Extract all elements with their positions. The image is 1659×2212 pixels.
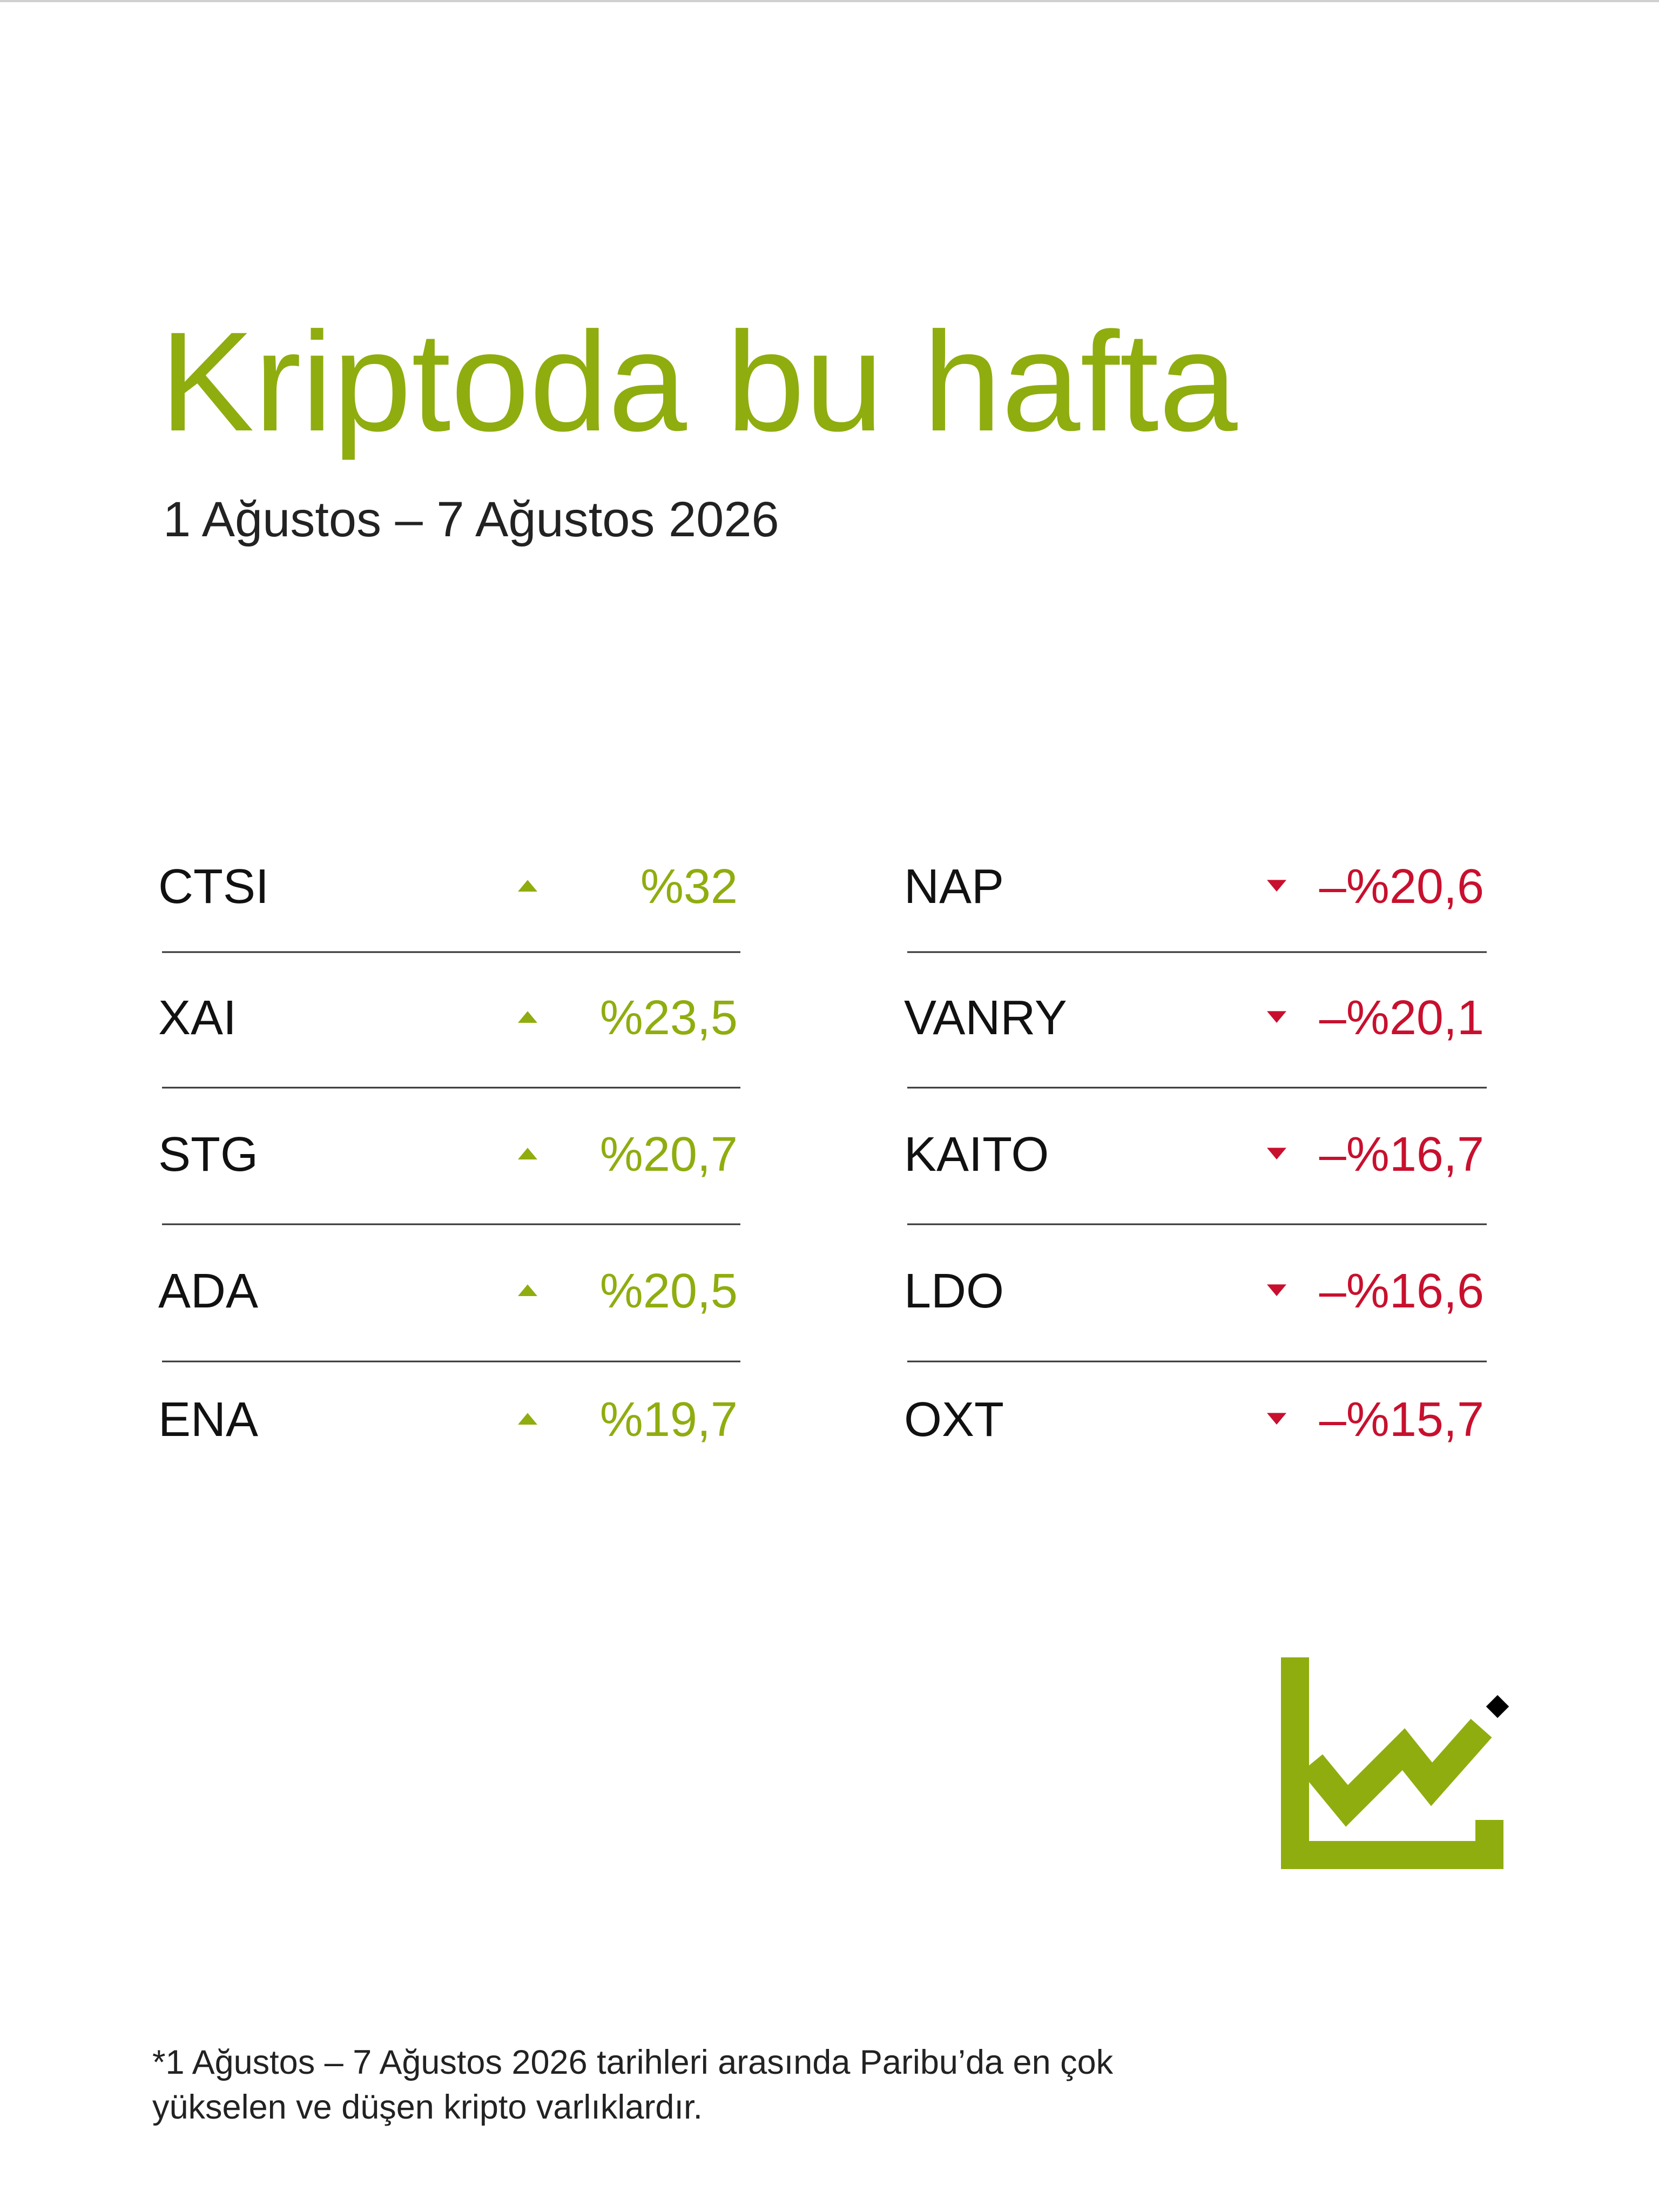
change-value: %19,7 <box>600 1393 738 1447</box>
change-value: %32 <box>640 860 738 914</box>
down-arrow <box>1267 880 1286 892</box>
asset-name: XAI <box>158 991 237 1045</box>
up-arrow <box>518 880 537 892</box>
down-arrow <box>1267 1011 1286 1023</box>
down-arrow <box>1267 1413 1286 1425</box>
asset-name: CTSI <box>158 860 269 914</box>
asset-name: ADA <box>158 1264 258 1318</box>
asset-name: VANRY <box>904 991 1067 1045</box>
up-arrow <box>518 1284 537 1296</box>
subtitle: 1 Ağustos – 7 Ağustos 2026 <box>163 492 779 547</box>
up-arrow <box>518 1413 537 1425</box>
asset-name: OXT <box>904 1393 1004 1447</box>
title: Kriptoda bu hafta <box>160 302 1238 461</box>
footnote: yükselen ve düşen kripto varlıklardır. <box>152 2088 703 2126</box>
change-value: %20,5 <box>600 1264 738 1318</box>
change-value: –%20,6 <box>1319 860 1484 914</box>
down-arrow <box>1267 1148 1286 1159</box>
icon-axes <box>1281 1657 1503 1869</box>
up-arrow <box>518 1011 537 1023</box>
footnote: *1 Ağustos – 7 Ağustos 2026 tarihleri ar… <box>152 2044 1114 2081</box>
ranking-table: CTSI %32 XAI %23,5 STG %20,7 ADA %20,5 ENA %19,7 N… <box>158 860 1487 1447</box>
asset-name: KAITO <box>904 1128 1049 1182</box>
asset-name: NAP <box>904 860 1004 914</box>
change-value: –%16,7 <box>1319 1128 1484 1182</box>
asset-name: ENA <box>158 1393 258 1447</box>
change-value: –%16,6 <box>1319 1264 1484 1318</box>
asset-name: STG <box>158 1128 258 1182</box>
icon-line <box>1300 1718 1492 1827</box>
asset-name: LDO <box>904 1264 1004 1318</box>
change-value: –%20,1 <box>1319 991 1484 1045</box>
down-arrow <box>1267 1284 1286 1296</box>
change-value: –%15,7 <box>1319 1393 1484 1447</box>
up-arrow <box>518 1148 537 1159</box>
change-value: %20,7 <box>600 1128 738 1182</box>
change-value: %23,5 <box>600 991 738 1045</box>
